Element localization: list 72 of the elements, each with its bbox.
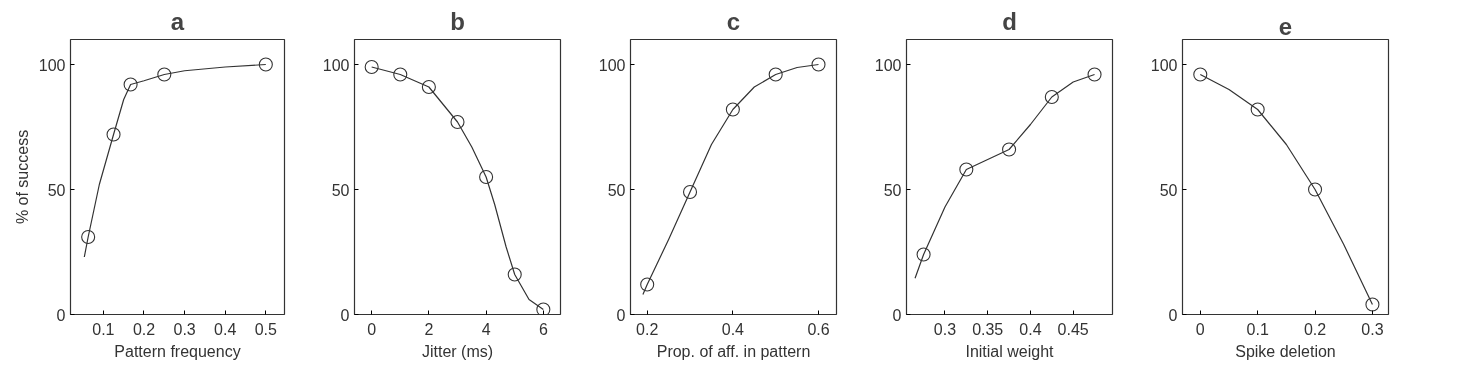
point xyxy=(811,57,826,72)
x-tick-label: 0.6 xyxy=(807,320,830,338)
y-tick-label: 100 xyxy=(598,56,626,74)
x-tick-label: 2 xyxy=(424,320,434,338)
x-tick-label: 0.1 xyxy=(1246,320,1269,338)
y-tick-label: 0 xyxy=(56,306,66,324)
x-tick-label: 0.4 xyxy=(721,320,745,338)
y-tick-label: 100 xyxy=(322,56,350,74)
chart-title: a xyxy=(170,7,185,35)
y-tick-label: 50 xyxy=(883,181,902,199)
x-tick-label: 0.4 xyxy=(1019,320,1042,338)
point xyxy=(1044,89,1059,105)
y-tick-label: 0 xyxy=(892,306,902,324)
y-tick-label: 50 xyxy=(607,181,626,199)
y-tick-label: 50 xyxy=(331,181,350,199)
point xyxy=(258,57,273,72)
y-tick-label: 100 xyxy=(874,56,902,74)
y-tick-label: 100 xyxy=(38,56,66,74)
y-tick-label: 0 xyxy=(1168,306,1178,324)
y-tick-label: 100 xyxy=(1150,56,1178,74)
x-tick-label: 0.2 xyxy=(636,320,659,338)
point xyxy=(479,169,494,185)
y-tick-label: 50 xyxy=(47,181,66,199)
point xyxy=(536,302,551,315)
x-axis-title: Prop. of aff. in pattern xyxy=(656,342,811,360)
point xyxy=(1250,102,1265,117)
point xyxy=(1087,67,1102,82)
point xyxy=(959,162,974,177)
x-tick-label: 0 xyxy=(1195,320,1205,338)
point xyxy=(106,127,121,142)
point xyxy=(768,67,783,82)
x-tick-label: 4 xyxy=(481,320,491,338)
point xyxy=(123,77,138,92)
point xyxy=(1308,182,1323,197)
x-tick-label: 0.5 xyxy=(254,320,278,338)
chart-title: e xyxy=(1278,12,1293,40)
point xyxy=(157,67,172,82)
point xyxy=(725,102,740,117)
chart-title: c xyxy=(726,7,741,35)
point xyxy=(450,114,465,130)
y-tick-label: 0 xyxy=(616,306,626,324)
x-tick-label: 0.1 xyxy=(92,320,115,338)
point xyxy=(1193,67,1208,82)
point xyxy=(393,67,408,82)
x-axis-title: Initial weight xyxy=(965,342,1055,360)
x-tick-label: 0.3 xyxy=(933,320,957,338)
y-axis-title: % of success xyxy=(13,129,31,225)
x-tick-label: 0.35 xyxy=(972,320,1004,338)
x-axis-title: Jitter (ms) xyxy=(421,342,494,360)
x-tick-label: 0.45 xyxy=(1057,320,1089,338)
x-axis-title: Pattern frequency xyxy=(114,342,241,360)
chart-title: b xyxy=(450,7,465,35)
y-tick-label: 50 xyxy=(1159,181,1178,199)
x-tick-label: 0.4 xyxy=(214,320,237,338)
point xyxy=(1002,142,1017,157)
chart-title: d xyxy=(1002,7,1017,35)
x-tick-label: 0.3 xyxy=(1361,320,1384,338)
x-tick-label: 6 xyxy=(538,320,548,338)
x-tick-label: 0.2 xyxy=(132,320,156,338)
x-tick-label: 0.3 xyxy=(173,320,196,338)
point xyxy=(916,247,931,262)
x-tick-label: 0 xyxy=(367,320,377,338)
point xyxy=(640,277,655,292)
point xyxy=(421,79,436,95)
point xyxy=(81,229,96,245)
point xyxy=(364,59,379,75)
x-tick-label: 0.2 xyxy=(1303,320,1327,338)
point xyxy=(1365,297,1380,312)
point xyxy=(682,184,698,200)
x-axis-title: Spike deletion xyxy=(1235,342,1336,360)
y-tick-label: 0 xyxy=(340,306,350,324)
point xyxy=(507,267,522,282)
